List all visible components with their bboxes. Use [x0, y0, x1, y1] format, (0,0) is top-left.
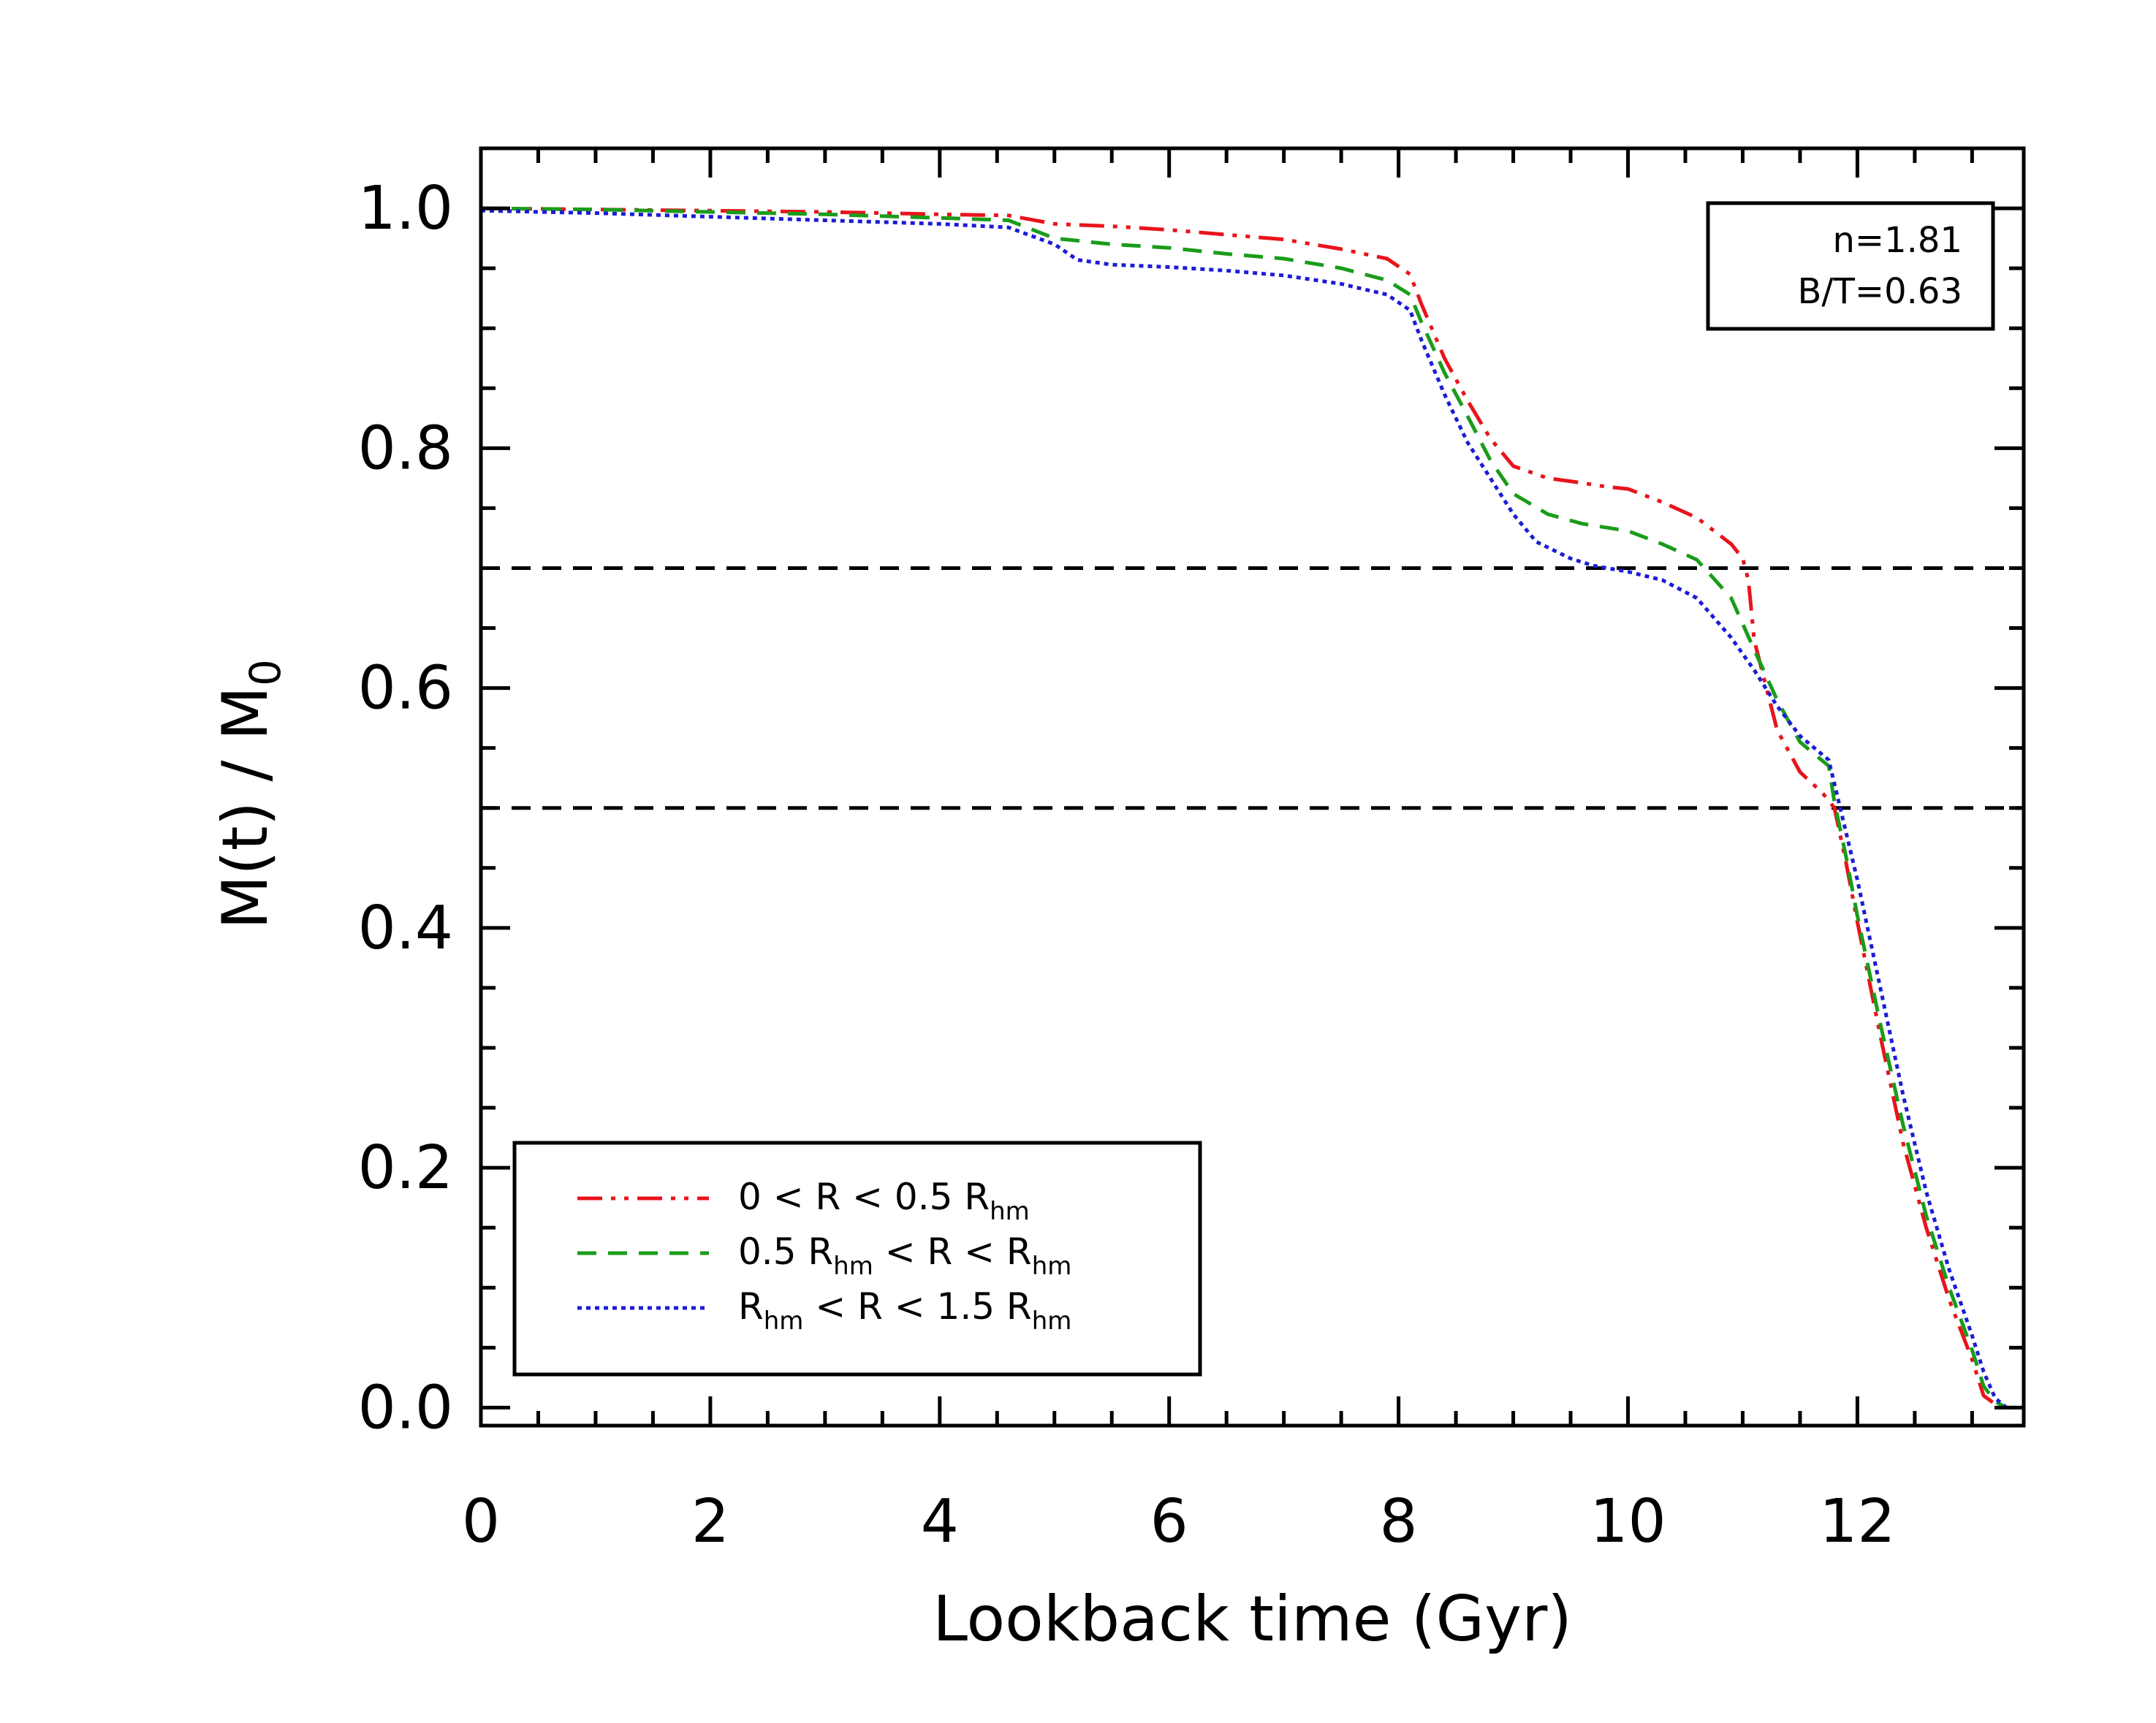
legend-label-middle: 0.5 Rhm < R < Rhm — [738, 1231, 1071, 1281]
x-tick-label: 6 — [1150, 1487, 1188, 1556]
x-tick-label: 4 — [921, 1487, 959, 1556]
legend-label-inner: 0 < R < 0.5 Rhm — [738, 1176, 1030, 1226]
annotation-line-1: n=1.81 — [1832, 220, 1962, 261]
y-tick-label: 0.6 — [358, 654, 453, 723]
reference-lines — [481, 566, 2024, 810]
plot-frame — [479, 146, 2026, 1428]
x-axis-title: Lookback time (Gyr) — [933, 1583, 1572, 1656]
y-tick-label: 0.8 — [358, 414, 453, 483]
series-line-outer — [480, 208, 2024, 1410]
y-axis-title-sub: 0 — [240, 659, 290, 686]
legend-frame — [512, 1141, 1202, 1377]
y-tick-label: 0.4 — [358, 894, 453, 963]
y-tick-label: 1.0 — [358, 174, 453, 243]
series-line-inner — [480, 206, 2024, 1410]
x-tick-label: 0 — [462, 1487, 500, 1556]
x-tick-label: 8 — [1380, 1487, 1418, 1556]
legend-label-outer: Rhm < R < 1.5 Rhm — [738, 1285, 1071, 1336]
annotation-frame — [1706, 201, 1995, 331]
y-axis-title-main: M(t) / M — [209, 686, 282, 929]
x-tick-label: 2 — [691, 1487, 729, 1556]
axis-ticks — [479, 148, 2024, 1426]
y-axis-title: M(t) / M0 — [209, 659, 290, 929]
series-layer — [480, 206, 2024, 1410]
annotation-box: n=1.81 B/T=0.63 — [1706, 201, 1995, 331]
y-tick-label: 0.2 — [358, 1133, 453, 1203]
x-tick-label: 12 — [1819, 1487, 1895, 1556]
x-tick-label: 10 — [1590, 1487, 1666, 1556]
series-line-middle — [480, 206, 2024, 1410]
annotation-line-2: B/T=0.63 — [1797, 271, 1962, 312]
y-tick-label: 0.0 — [358, 1373, 453, 1442]
tick-labels: 0 2 4 6 8 10 12 0.0 0.2 0.4 0.6 0.8 1.0 — [358, 174, 1896, 1556]
